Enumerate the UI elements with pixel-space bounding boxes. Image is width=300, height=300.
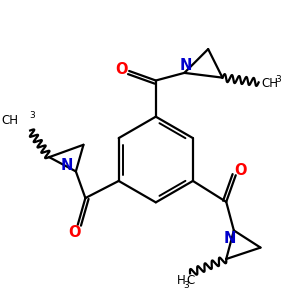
Text: O: O: [115, 61, 128, 76]
Text: O: O: [234, 163, 247, 178]
Text: 3: 3: [29, 111, 35, 120]
Text: N: N: [224, 231, 236, 246]
Text: N: N: [60, 158, 73, 173]
Text: 3: 3: [183, 281, 189, 290]
Text: CH: CH: [262, 77, 278, 90]
Text: N: N: [180, 58, 193, 73]
Text: O: O: [69, 225, 81, 240]
Text: H: H: [176, 274, 185, 287]
Text: CH: CH: [2, 115, 19, 128]
Text: 3: 3: [276, 75, 281, 84]
Text: C: C: [187, 274, 195, 287]
